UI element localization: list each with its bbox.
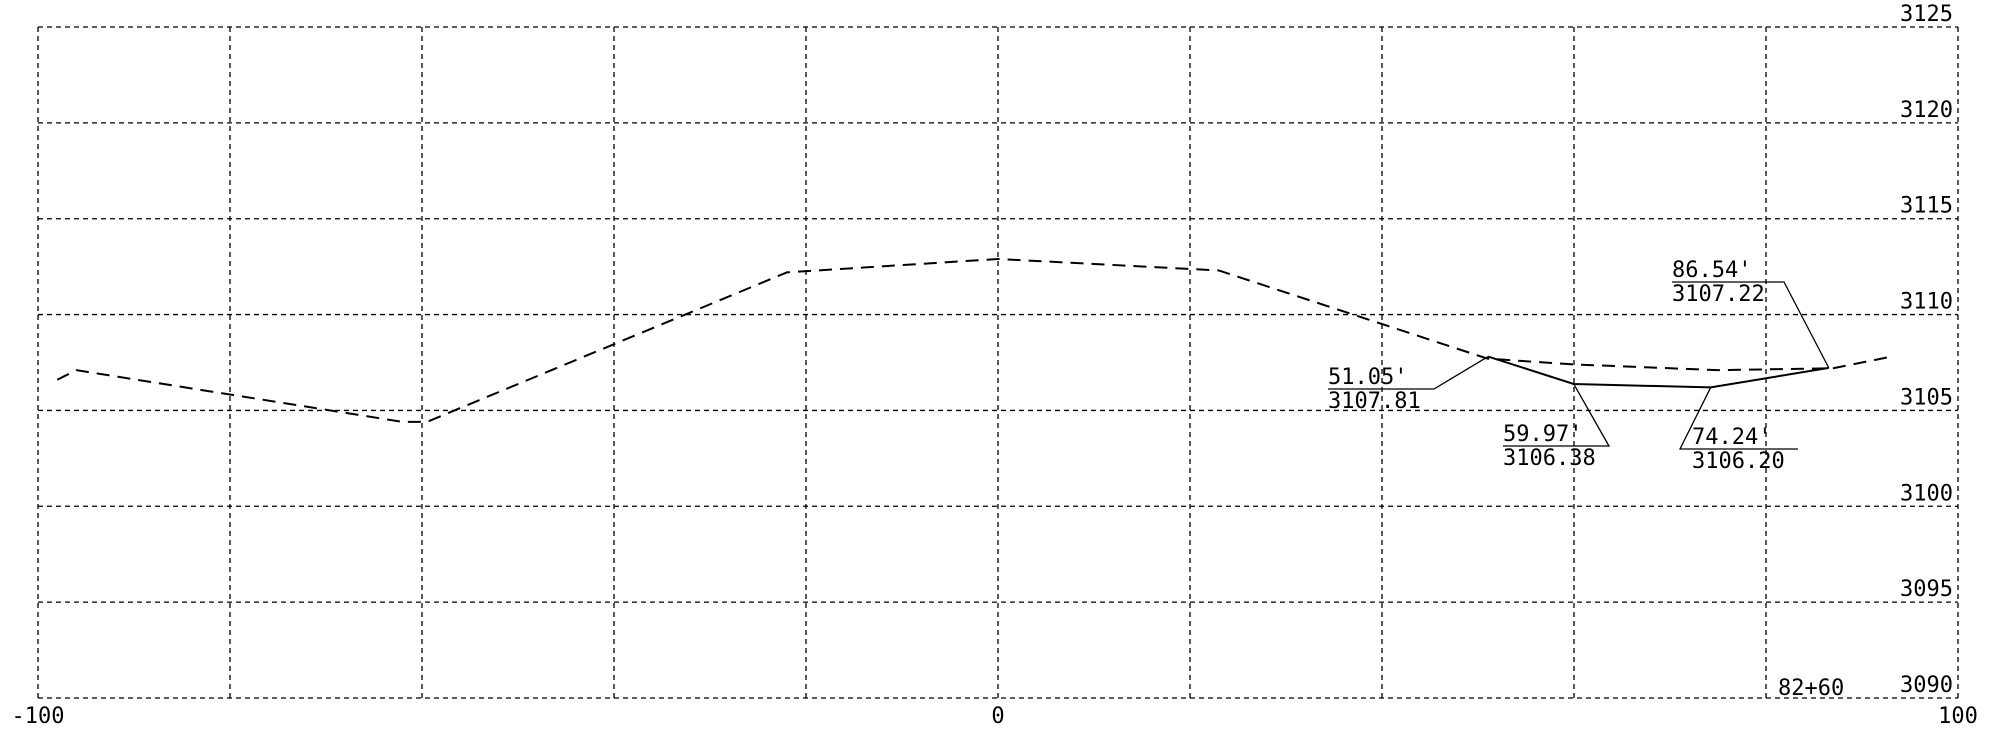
existing-ground-line [56,257,1891,423]
y-tick-label: 3105 [1900,385,1953,410]
x-tick-label: 100 [1938,704,1978,729]
callout-leader-line [1328,355,1489,390]
profile-series [56,257,1891,423]
callout-elevation-label: 3107.81 [1328,389,1421,414]
callout-offset-label: 59.97' [1503,422,1582,447]
callout-leader-line [1503,383,1611,447]
callout-offset-label: 74.24' [1692,425,1771,450]
x-tick-label: -100 [12,704,65,729]
design-template-line [1487,355,1829,389]
grid-lines [37,26,1959,699]
y-tick-label: 3095 [1900,577,1953,602]
y-tick-label: 3120 [1900,98,1953,123]
callout-offset-label: 51.05' [1328,365,1407,390]
callout-leader-line [1678,387,1798,450]
y-tick-label: 3115 [1900,194,1953,219]
station-label: 82+60 [1778,676,1844,701]
callout-leaders: 51.05'3107.81 59.97'3106.38 74.24'3106.20 8… [1328,258,1830,474]
y-tick-label: 3110 [1900,290,1953,315]
y-tick-label: 3100 [1900,481,1953,506]
callout-offset-label: 86.54' [1672,258,1751,283]
axis-tick-labels: 3090 3095 3100 3105 3110 3115 3120 3125 -100 0 100 [12,2,1978,729]
y-tick-label: 3125 [1900,2,1953,27]
y-tick-label: 3090 [1900,673,1953,698]
callout-leader-line [1672,281,1830,369]
callout-elevation-label: 3106.38 [1503,446,1596,471]
x-tick-label: 0 [991,704,1004,729]
callout-elevation-label: 3106.20 [1692,449,1785,474]
callout-elevation-label: 3107.22 [1672,282,1765,307]
